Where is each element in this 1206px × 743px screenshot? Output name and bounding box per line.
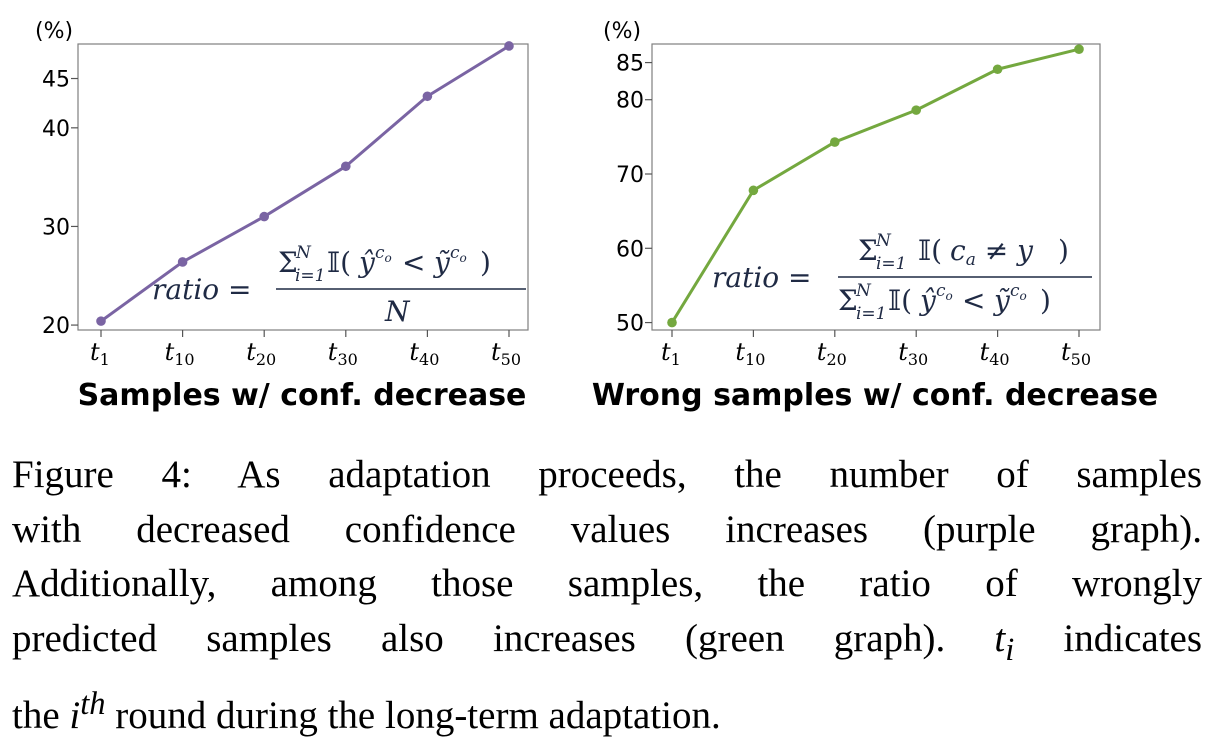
right-y-tick-label: 50 <box>616 312 644 337</box>
right-plot-frame <box>651 43 1101 331</box>
right-x-tick-label: t40 <box>980 338 1010 369</box>
right-formula-num-sub: i=1 <box>876 254 907 274</box>
left-formula-numerator: Σ <box>278 246 298 279</box>
caption-line-4: predicted samples also increases (green … <box>12 612 1202 677</box>
left-x-axis-title: Samples w/ conf. decrease <box>78 378 527 413</box>
caption-t-sub: i <box>1005 631 1015 668</box>
caption-line-5-text: round during the long-term adaptation. <box>115 693 721 737</box>
left-y-tick-label: 40 <box>42 117 70 142</box>
left-data-point <box>259 211 270 222</box>
left-formula-denominator: N <box>384 295 411 328</box>
right-x-tick-label: t30 <box>898 338 928 369</box>
figure: (%) 20 30 40 45 t1 t10 t20 t30 t40 t50 Samples w… <box>12 19 1202 737</box>
left-formula-lt: < <box>402 246 425 279</box>
left-y-tick-label: 20 <box>42 314 70 339</box>
right-formula-num-body: 𝕀( <box>918 234 942 267</box>
right-formula: ratio = Σ N i=1 𝕀( ca ≠ y ) Σ N i=1 𝕀( ŷ… <box>712 231 1092 324</box>
right-y-tick-label: 85 <box>616 52 644 77</box>
caption-i-var: i <box>69 693 81 737</box>
right-formula-lhs: ratio = <box>712 261 812 294</box>
right-y-tick-label: 80 <box>616 89 644 114</box>
left-formula-lhs: ratio = <box>152 273 252 306</box>
left-formula-num-sub: i=1 <box>295 266 326 286</box>
caption-t-var: t <box>994 616 1006 660</box>
left-unit-label: (%) <box>35 19 73 44</box>
right-formula-den-sup1: co <box>936 281 953 303</box>
left-formula-num-sup: N <box>295 243 312 263</box>
left-x-tick-label: t50 <box>491 338 521 369</box>
right-y-axis: 50 60 70 80 85 <box>616 52 652 337</box>
right-formula-den-sigma: Σ <box>838 284 858 317</box>
figure-caption: Figure 4: As adaptation proceeds, the nu… <box>12 448 1202 743</box>
right-data-point <box>992 64 1003 75</box>
left-series-line <box>96 41 514 326</box>
right-data-point <box>748 185 759 196</box>
left-formula-close: ) <box>480 246 491 279</box>
left-formula-sup1: co <box>375 243 392 265</box>
left-x-axis: t1 t10 t20 t30 t40 t50 <box>90 330 521 369</box>
caption-i-sup: th <box>80 685 106 722</box>
right-x-tick-label: t20 <box>817 338 847 369</box>
left-data-point <box>341 161 351 172</box>
left-data-point <box>177 257 188 267</box>
right-x-tick-label: t50 <box>1061 338 1091 369</box>
chart-right: (%) 50 60 70 80 85 t1 t10 t20 t30 t40 t50 Wrong s… <box>592 19 1158 413</box>
right-formula-den-indicator: 𝕀( <box>888 284 912 317</box>
caption-line-3: Additionally, among those samples, the r… <box>12 562 1202 605</box>
caption-line-2: with decreased confidence values increas… <box>12 507 1202 551</box>
right-x-tick-label: t1 <box>661 338 681 369</box>
left-x-tick-label: t20 <box>246 338 276 369</box>
left-data-point <box>504 41 514 51</box>
right-y-tick-label: 60 <box>616 237 644 262</box>
left-series-path <box>100 44 510 323</box>
left-formula: ratio = Σ N i=1 𝕀( ŷ co < ỹ co ) N <box>152 243 526 328</box>
right-formula-den-sup: N <box>855 281 872 301</box>
right-formula-den-sub: i=1 <box>856 304 887 324</box>
right-formula-ca: ca ≠ y <box>950 234 1034 270</box>
right-series-line <box>667 44 1084 328</box>
right-data-point <box>1074 44 1084 54</box>
figure-charts: (%) 20 30 40 45 t1 t10 t20 t30 t40 t50 Samples w… <box>35 19 1158 413</box>
left-y-tick-label: 45 <box>42 68 70 93</box>
left-y-axis: 20 30 40 45 <box>42 68 78 339</box>
right-formula-den-lt: < <box>962 284 985 317</box>
left-data-point <box>422 91 433 102</box>
right-series-path <box>670 47 1080 324</box>
right-formula-den-ytilde: ỹ <box>992 284 1011 317</box>
right-data-point <box>667 317 677 328</box>
left-x-tick-label: t40 <box>409 338 439 369</box>
left-x-tick-label: t30 <box>328 338 358 369</box>
right-data-point <box>830 137 840 147</box>
right-formula-num-close: ) <box>1058 234 1069 267</box>
right-formula-den-sup2: co <box>1010 281 1027 303</box>
left-x-tick-label: t10 <box>165 338 195 369</box>
left-formula-sup2: co <box>450 243 467 265</box>
left-y-tick-label: 30 <box>42 215 70 240</box>
right-x-axis-title: Wrong samples w/ conf. decrease <box>592 378 1158 413</box>
left-formula-yhat: ŷ <box>357 246 376 279</box>
right-formula-num-sigma: Σ <box>858 234 878 267</box>
left-data-point <box>96 316 106 326</box>
right-data-point <box>911 105 921 115</box>
right-unit-label: (%) <box>603 19 641 44</box>
left-plot-frame <box>77 43 529 331</box>
right-x-axis: t1 t10 t20 t30 t40 t50 <box>661 330 1091 369</box>
caption-line-5-start: the <box>12 693 60 737</box>
caption-line-4-text: predicted samples also increases (green … <box>12 616 946 660</box>
chart-left: (%) 20 30 40 45 t1 t10 t20 t30 t40 t50 Samples w… <box>35 19 529 413</box>
left-formula-ytilde: ỹ <box>432 246 451 279</box>
left-x-tick-label: t1 <box>90 338 110 369</box>
caption-line-5: the ith round during the long-term adapt… <box>12 677 1202 743</box>
right-formula-num-sup: N <box>875 231 892 251</box>
right-formula-den-close: ) <box>1040 284 1051 317</box>
right-formula-den-yhat: ŷ <box>918 284 937 317</box>
caption-line-1: Figure 4: As adaptation proceeds, the nu… <box>12 453 1202 496</box>
right-y-tick-label: 70 <box>616 163 644 188</box>
right-x-tick-label: t10 <box>735 338 765 369</box>
left-formula-num-indicator: 𝕀( <box>327 246 351 279</box>
caption-line-4-end: indicates <box>1063 616 1203 660</box>
